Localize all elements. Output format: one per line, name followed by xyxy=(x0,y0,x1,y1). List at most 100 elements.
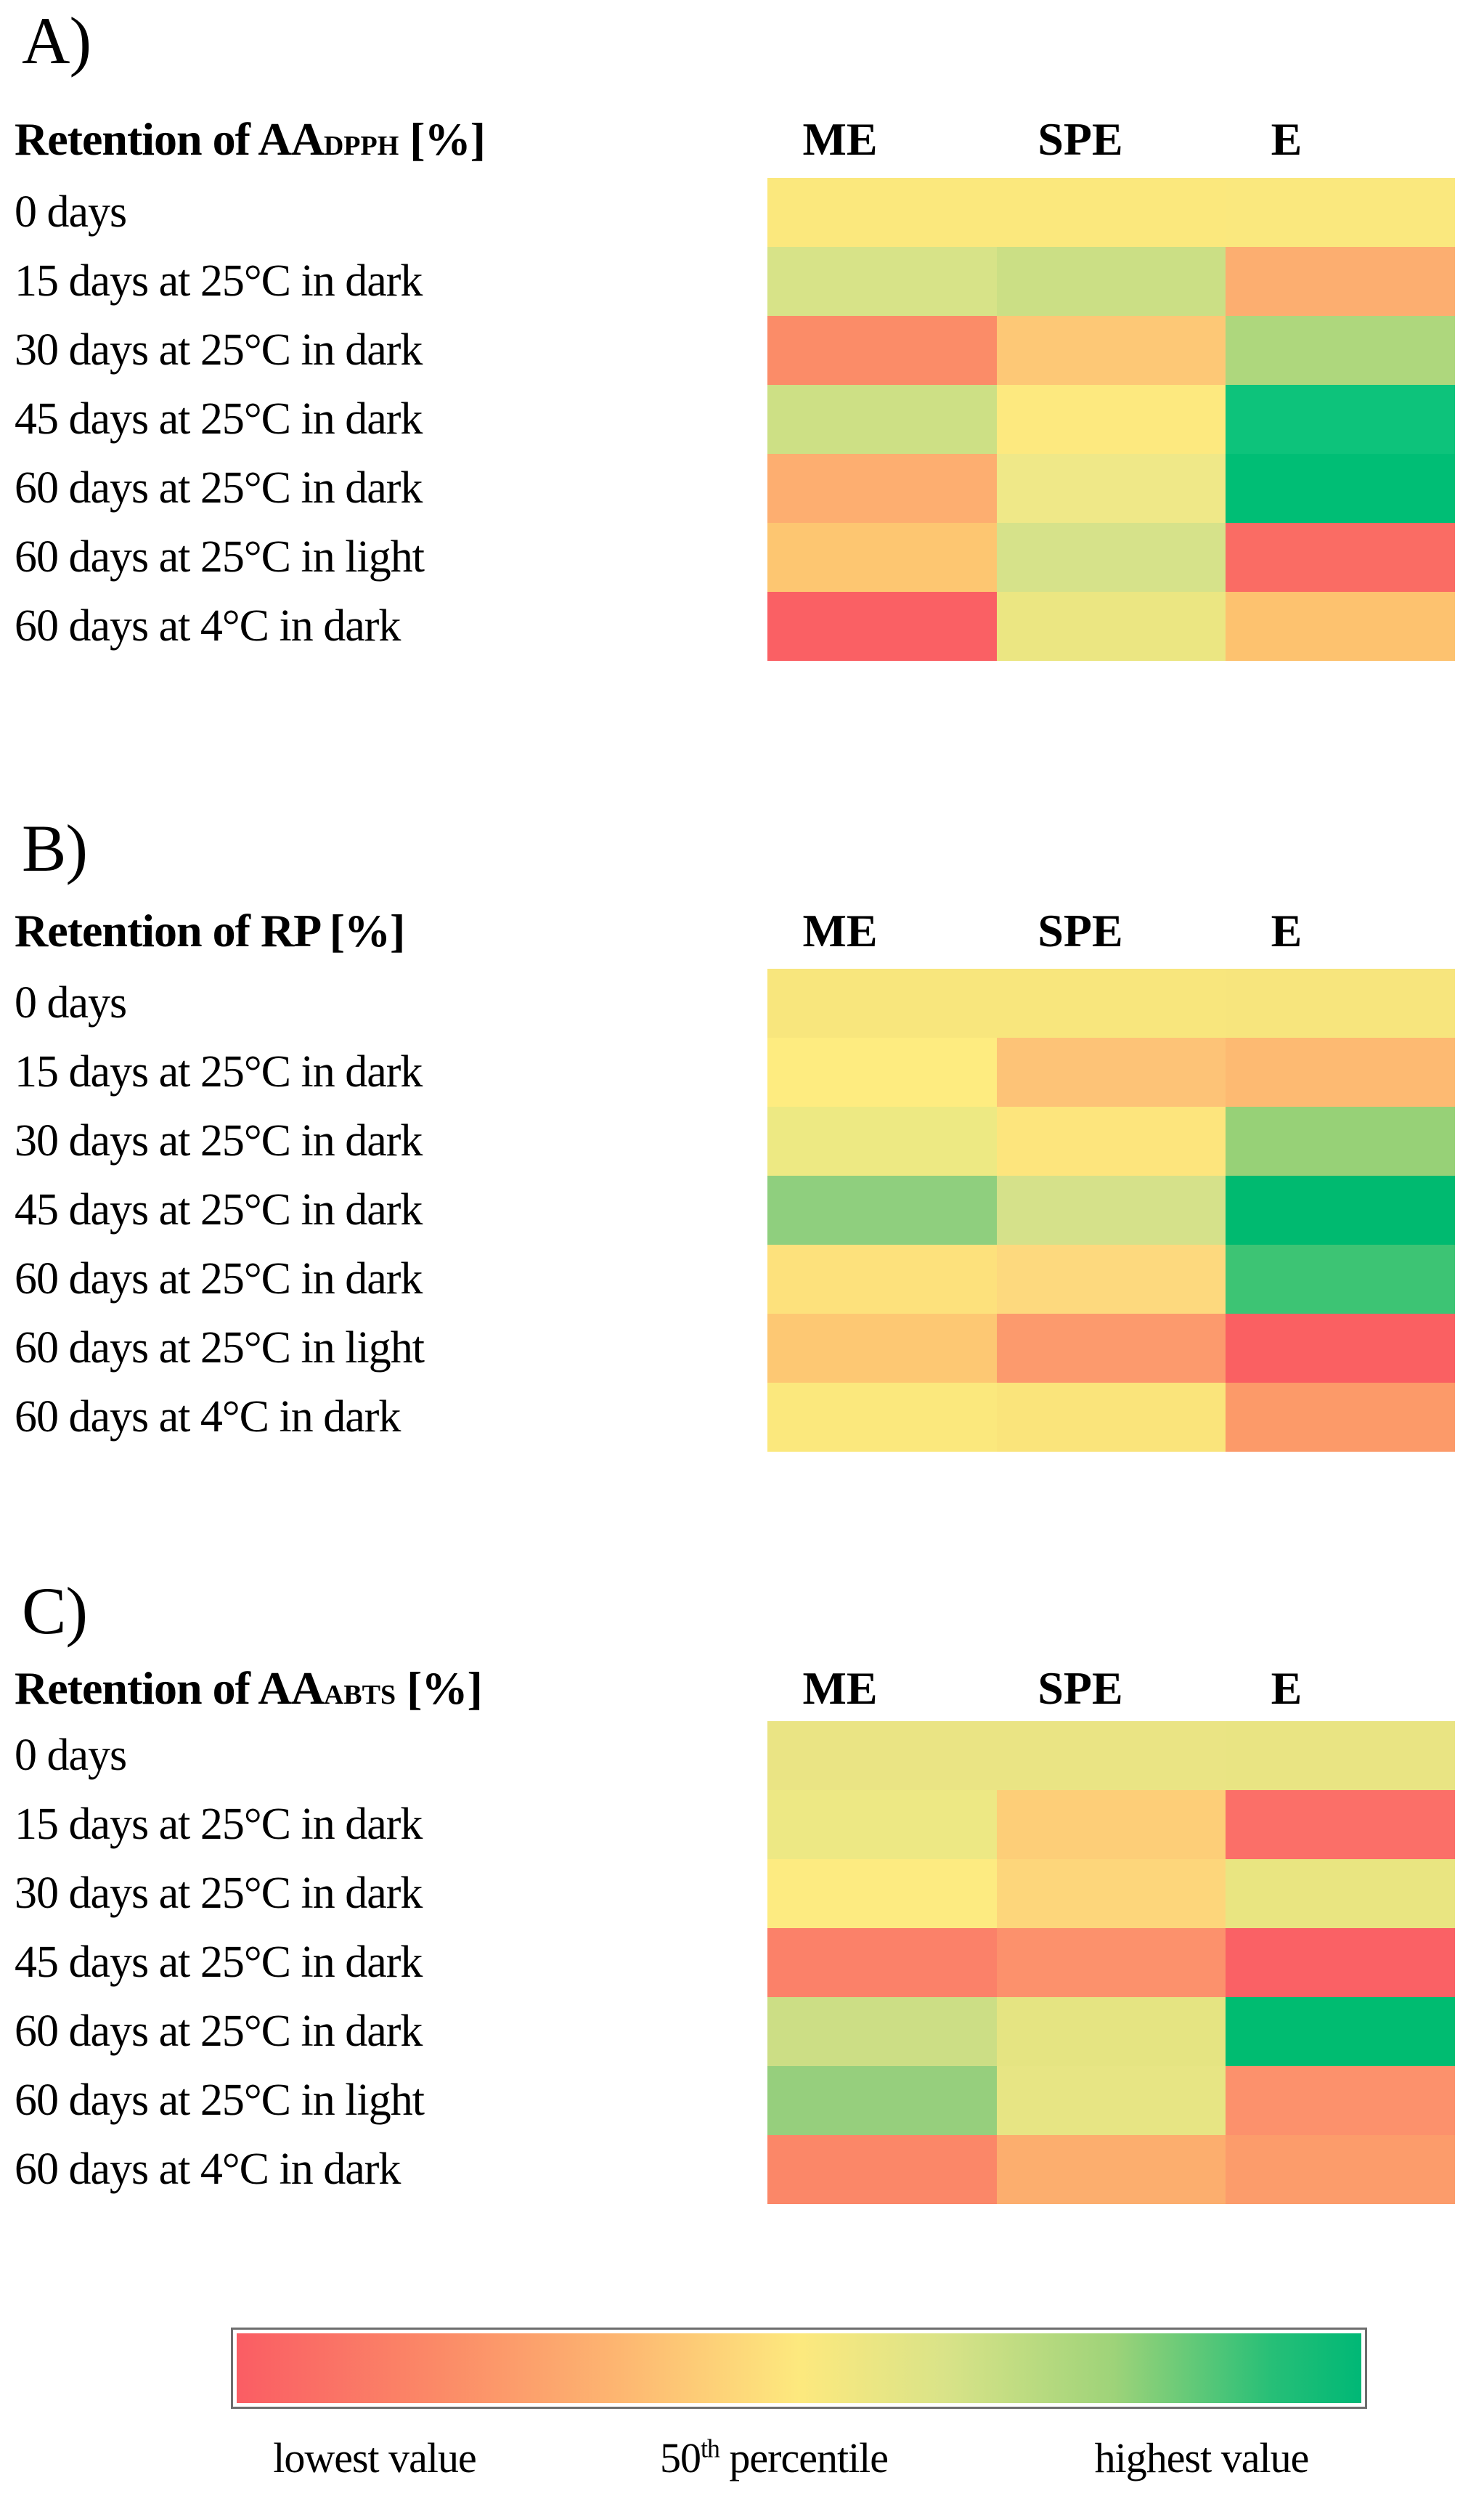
heatmap-cell-r5c0 xyxy=(767,1314,997,1383)
heatmap-cell-r1c1 xyxy=(996,1038,1226,1107)
panel-title-suffix: [%] xyxy=(399,113,486,165)
heatmap-cell-r4c1 xyxy=(996,1997,1226,2066)
heatmap-cell-r0c0 xyxy=(767,1721,997,1790)
column-header-spe: SPE xyxy=(1037,905,1123,956)
row-label: 30 days at 25°C in dark xyxy=(15,1116,423,1166)
title-row: Retention of RP [%] ME SPE E xyxy=(0,905,1484,957)
panel-title-text: Retention of AA xyxy=(15,113,325,165)
heatmap-cell-r6c1 xyxy=(996,2135,1226,2204)
heatmap-cell-r4c1 xyxy=(996,1245,1226,1314)
panel-title-subscript: DPPH xyxy=(323,131,399,161)
heatmap-cell-r2c1 xyxy=(996,1859,1226,1928)
panel-title-subscript: ABTS xyxy=(323,1680,396,1710)
legend-label-text: percentile xyxy=(719,2434,889,2481)
heatmap-cell-r2c1 xyxy=(996,1107,1226,1176)
panel-letter: C) xyxy=(22,1574,88,1648)
column-header-e: E xyxy=(1271,905,1302,956)
heatmap-cell-r2c2 xyxy=(1226,1859,1455,1928)
panel-c: C) Retention of AAABTS [%] ME SPE E 0 days… xyxy=(0,1570,1484,2333)
legend-label-text: highest value xyxy=(1094,2434,1310,2481)
heatmap-cell-r3c2 xyxy=(1226,1928,1455,1997)
heatmap-cell-r4c0 xyxy=(767,1997,997,2066)
legend-label-superscript: th xyxy=(700,2434,720,2463)
column-header-me: ME xyxy=(802,113,878,165)
heatmap-cell-r6c2 xyxy=(1226,1383,1455,1452)
heatmap-cell-r5c1 xyxy=(996,523,1226,592)
heatmap-cell-r1c2 xyxy=(1226,1790,1455,1859)
column-header-me: ME xyxy=(802,905,878,956)
row-label: 60 days at 4°C in dark xyxy=(15,2145,401,2194)
heatmap-cell-r6c2 xyxy=(1226,592,1455,661)
panel-b: B) Retention of RP [%] ME SPE E 0 days 15 d… xyxy=(0,808,1484,1570)
row-label: 0 days xyxy=(15,1731,127,1780)
heatmap-cell-r1c2 xyxy=(1226,247,1455,316)
heatmap-cell-r4c2 xyxy=(1226,1997,1455,2066)
panel-title-suffix: [%] xyxy=(396,1662,483,1714)
legend-bar xyxy=(231,2328,1367,2409)
heatmap-cell-r4c2 xyxy=(1226,1245,1455,1314)
row-label: 0 days xyxy=(15,187,127,237)
row-label: 0 days xyxy=(15,978,127,1028)
heatmap-cell-r4c0 xyxy=(767,454,997,523)
panel-title: Retention of AADPPH [%] xyxy=(15,113,486,166)
heatmap-cell-r5c0 xyxy=(767,523,997,592)
heatmap-cell-r6c1 xyxy=(996,1383,1226,1452)
legend-label: lowest value xyxy=(273,2433,477,2484)
heatmap-cell-r5c1 xyxy=(996,1314,1226,1383)
heatmap-cell-r3c0 xyxy=(767,385,997,454)
column-header-e: E xyxy=(1271,113,1302,165)
heatmap-grid xyxy=(767,969,1455,1452)
panel-title: Retention of AAABTS [%] xyxy=(15,1662,483,1715)
heatmap-cell-r2c1 xyxy=(996,316,1226,385)
row-label: 60 days at 4°C in dark xyxy=(15,601,401,651)
column-header-spe: SPE xyxy=(1037,113,1123,165)
heatmap-cell-r4c0 xyxy=(767,1245,997,1314)
legend-label: 50th percentile xyxy=(659,2433,889,2484)
column-header-e: E xyxy=(1271,1662,1302,1714)
heatmap-cell-r1c1 xyxy=(996,1790,1226,1859)
heatmap-cell-r3c0 xyxy=(767,1928,997,1997)
panel-letter: B) xyxy=(22,811,88,885)
heatmap-cell-r4c1 xyxy=(996,454,1226,523)
row-label: 15 days at 25°C in dark xyxy=(15,1800,423,1849)
heatmap-cell-r0c1 xyxy=(996,969,1226,1038)
title-row: Retention of AAABTS [%] ME SPE E xyxy=(0,1662,1484,1715)
heatmap-cell-r5c2 xyxy=(1226,1314,1455,1383)
row-label: 60 days at 25°C in dark xyxy=(15,2007,423,2056)
row-label: 30 days at 25°C in dark xyxy=(15,325,423,375)
heatmap-cell-r2c2 xyxy=(1226,1107,1455,1176)
heatmap-cell-r2c0 xyxy=(767,1107,997,1176)
panel-a: A) Retention of AADPPH [%] ME SPE E 0 days… xyxy=(0,0,1484,808)
legend-label-number: 50 xyxy=(659,2434,701,2481)
heatmap-grid xyxy=(767,1721,1455,2204)
row-label: 60 days at 25°C in light xyxy=(15,2076,425,2125)
panel-title: Retention of RP [%] xyxy=(15,905,406,957)
heatmap-cell-r0c2 xyxy=(1226,178,1455,247)
heatmap-cell-r2c2 xyxy=(1226,316,1455,385)
row-label: 15 days at 25°C in dark xyxy=(15,256,423,306)
heatmap-cell-r5c0 xyxy=(767,2066,997,2135)
heatmap-cell-r6c2 xyxy=(1226,2135,1455,2204)
heatmap-cell-r5c2 xyxy=(1226,523,1455,592)
row-label: 45 days at 25°C in dark xyxy=(15,1185,423,1235)
heatmap-cell-r1c0 xyxy=(767,1790,997,1859)
row-label: 60 days at 4°C in dark xyxy=(15,1392,401,1442)
heatmap-cell-r0c1 xyxy=(996,1721,1226,1790)
heatmap-cell-r5c2 xyxy=(1226,2066,1455,2135)
panel-title-suffix: [%] xyxy=(318,905,406,956)
heatmap-cell-r0c1 xyxy=(996,178,1226,247)
heatmap-cell-r1c0 xyxy=(767,1038,997,1107)
row-label: 60 days at 25°C in dark xyxy=(15,463,423,513)
heatmap-cell-r3c1 xyxy=(996,1928,1226,1997)
heatmap-cell-r0c2 xyxy=(1226,969,1455,1038)
heatmap-cell-r4c2 xyxy=(1226,454,1455,523)
column-header-me: ME xyxy=(802,1662,878,1714)
heatmap-cell-r0c0 xyxy=(767,969,997,1038)
title-row: Retention of AADPPH [%] ME SPE E xyxy=(0,113,1484,166)
heatmap-cell-r2c0 xyxy=(767,1859,997,1928)
row-label: 60 days at 25°C in light xyxy=(15,1323,425,1373)
heatmap-cell-r6c0 xyxy=(767,592,997,661)
heatmap-cell-r2c0 xyxy=(767,316,997,385)
heatmap-cell-r3c0 xyxy=(767,1176,997,1245)
